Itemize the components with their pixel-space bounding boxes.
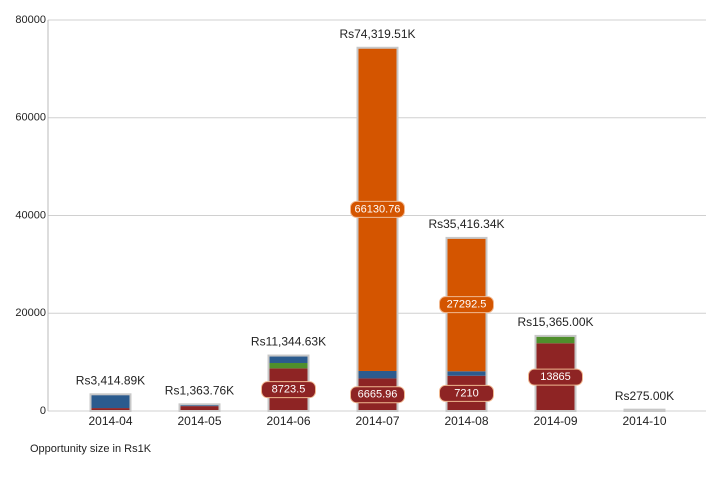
bar-segment [446, 371, 487, 376]
value-label-box [528, 368, 583, 386]
y-tick-label: 60000 [15, 112, 46, 124]
value-label: 13865 [540, 371, 571, 383]
bar-segment [90, 394, 131, 409]
total-label: Rs275.00K [615, 389, 674, 403]
value-label-box [350, 200, 405, 218]
x-axis-label: Opportunity size in Rs1K [30, 443, 152, 455]
total-label: Rs15,365.00K [517, 315, 593, 329]
x-tick-label: 2014-09 [533, 414, 577, 428]
value-label: 6665.96 [358, 389, 398, 401]
value-label-box [439, 296, 494, 314]
bar-segment [535, 335, 576, 344]
total-label: Rs3,414.89K [76, 373, 145, 387]
bar-segment [90, 408, 131, 411]
value-label: 27292.5 [447, 299, 487, 311]
total-label: Rs1,363.76K [165, 384, 234, 398]
x-tick-label: 2014-08 [444, 414, 488, 428]
bar-segment [179, 406, 220, 411]
x-tick-label: 2014-06 [266, 414, 310, 428]
y-tick-label: 20000 [15, 307, 46, 319]
bar-outline [623, 408, 666, 413]
bar-outline [89, 393, 132, 412]
x-tick-label: 2014-10 [622, 414, 666, 428]
total-label: Rs74,319.51K [339, 27, 415, 41]
bar-outline [445, 236, 488, 412]
bar-outline [178, 403, 221, 413]
value-label-box [261, 381, 316, 399]
bar-segment [268, 362, 309, 369]
value-label-box [439, 384, 494, 402]
value-label: 7210 [454, 387, 478, 399]
bar-outline [356, 46, 399, 412]
x-tick-label: 2014-07 [355, 414, 399, 428]
bar-segment [268, 355, 309, 363]
y-tick-label: 0 [40, 405, 46, 417]
y-tick-label: 80000 [15, 14, 46, 26]
total-label: Rs35,416.34K [428, 217, 504, 231]
y-tick-label: 40000 [15, 209, 46, 221]
value-label: 66130.76 [355, 203, 401, 215]
value-label: 8723.5 [272, 384, 306, 396]
x-tick-label: 2014-05 [177, 414, 221, 428]
value-label-box [350, 386, 405, 404]
total-label: Rs11,344.63K [251, 335, 326, 349]
bar-segment [357, 370, 398, 379]
x-tick-label: 2014-04 [88, 414, 132, 428]
